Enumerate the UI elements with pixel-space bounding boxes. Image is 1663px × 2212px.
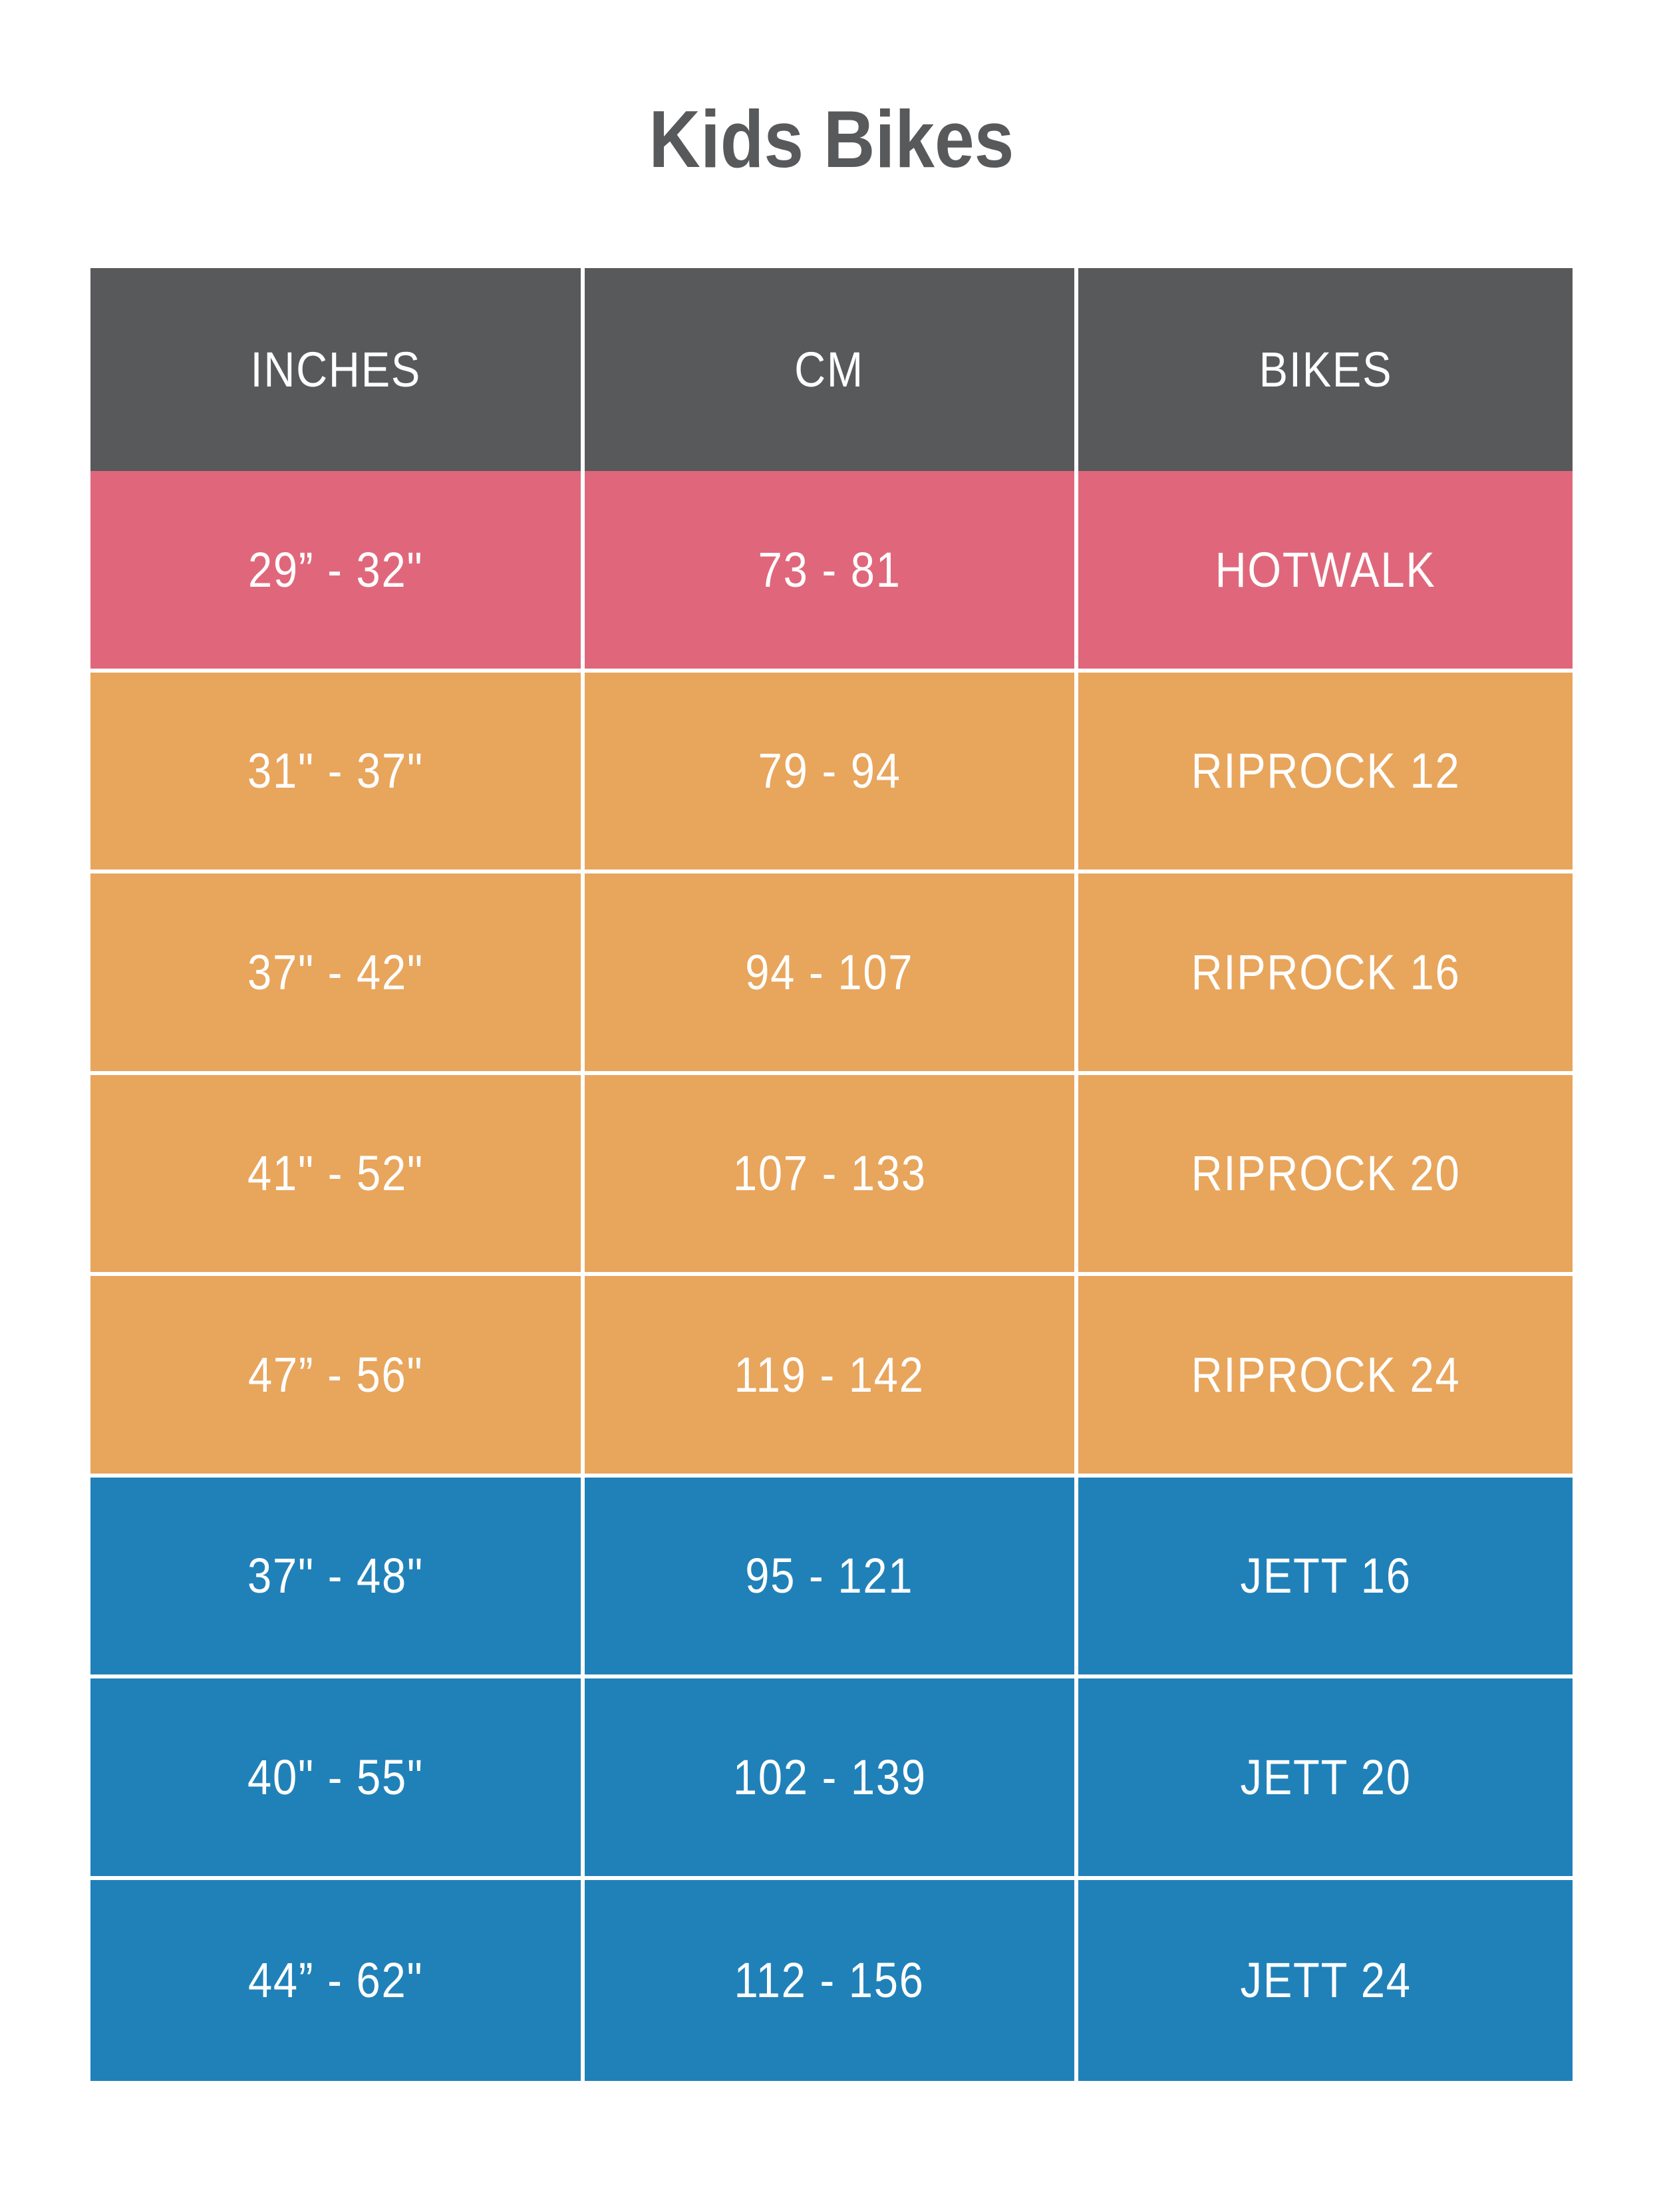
cm-value: 94 - 107 bbox=[745, 944, 914, 1000]
column-header-bikes: BIKES bbox=[1078, 268, 1573, 471]
bike-cell: RIPROCK 24 bbox=[1078, 1276, 1573, 1478]
cm-cell: 107 - 133 bbox=[584, 1074, 1079, 1276]
inches-value: 40" - 55" bbox=[247, 1749, 424, 1805]
bike-cell: JETT 16 bbox=[1078, 1477, 1573, 1678]
inches-value: 31" - 37" bbox=[247, 743, 424, 799]
cm-cell: 79 - 94 bbox=[584, 672, 1079, 873]
cm-cell: 73 - 81 bbox=[584, 471, 1079, 673]
cm-cell: 94 - 107 bbox=[584, 873, 1079, 1075]
inches-cell: 37" - 42" bbox=[90, 873, 585, 1075]
cm-value: 119 - 142 bbox=[734, 1346, 925, 1402]
cm-value: 102 - 139 bbox=[732, 1749, 927, 1805]
inches-value: 41" - 52" bbox=[247, 1146, 424, 1201]
bike-value: JETT 24 bbox=[1240, 1953, 1412, 2008]
page-title-text: Kids Bikes bbox=[649, 94, 1014, 184]
column-header-label: INCHES bbox=[250, 342, 421, 397]
cm-value: 112 - 156 bbox=[734, 1953, 925, 2008]
bike-value: JETT 16 bbox=[1240, 1548, 1412, 1604]
inches-value: 47” - 56" bbox=[247, 1346, 424, 1402]
bike-value: RIPROCK 20 bbox=[1191, 1146, 1461, 1201]
inches-cell: 37" - 48" bbox=[90, 1477, 585, 1678]
bike-cell: JETT 20 bbox=[1078, 1678, 1573, 1880]
inches-value: 29” - 32" bbox=[247, 542, 424, 597]
bike-cell: RIPROCK 20 bbox=[1078, 1074, 1573, 1276]
inches-cell: 31" - 37" bbox=[90, 672, 585, 873]
bike-value: RIPROCK 16 bbox=[1191, 944, 1461, 1000]
bike-value: HOTWALK bbox=[1215, 542, 1436, 597]
bike-cell: HOTWALK bbox=[1078, 471, 1573, 673]
cm-value: 95 - 121 bbox=[745, 1548, 914, 1604]
inches-value: 37" - 42" bbox=[247, 944, 424, 1000]
bike-cell: RIPROCK 16 bbox=[1078, 873, 1573, 1075]
cm-value: 73 - 81 bbox=[758, 542, 901, 597]
cm-cell: 95 - 121 bbox=[584, 1477, 1079, 1678]
bike-cell: RIPROCK 12 bbox=[1078, 672, 1573, 873]
bike-value: JETT 20 bbox=[1240, 1749, 1412, 1805]
inches-cell: 29” - 32" bbox=[90, 471, 585, 673]
cm-cell: 119 - 142 bbox=[584, 1276, 1079, 1478]
inches-cell: 44” - 62" bbox=[90, 1879, 585, 2081]
column-header-label: BIKES bbox=[1259, 342, 1392, 397]
page-title: Kids Bikes bbox=[0, 94, 1663, 184]
inches-value: 44” - 62" bbox=[247, 1953, 424, 2008]
column-header-inches: INCHES bbox=[90, 268, 585, 471]
cm-cell: 102 - 139 bbox=[584, 1678, 1079, 1880]
cm-cell: 112 - 156 bbox=[584, 1879, 1079, 2081]
column-header-cm: CM bbox=[584, 268, 1079, 471]
cm-value: 79 - 94 bbox=[758, 743, 901, 799]
inches-value: 37" - 48" bbox=[247, 1548, 424, 1604]
bike-cell: JETT 24 bbox=[1078, 1879, 1573, 2081]
inches-cell: 40" - 55" bbox=[90, 1678, 585, 1880]
bike-value: RIPROCK 12 bbox=[1191, 743, 1461, 799]
inches-cell: 47” - 56" bbox=[90, 1276, 585, 1478]
bike-value: RIPROCK 24 bbox=[1191, 1346, 1461, 1402]
column-header-label: CM bbox=[794, 342, 865, 397]
kids-bikes-size-table: INCHES CM BIKES 29” - 32" 73 - 81 HOTWALK 31" … bbox=[90, 268, 1573, 2081]
inches-cell: 41" - 52" bbox=[90, 1074, 585, 1276]
cm-value: 107 - 133 bbox=[732, 1146, 927, 1201]
